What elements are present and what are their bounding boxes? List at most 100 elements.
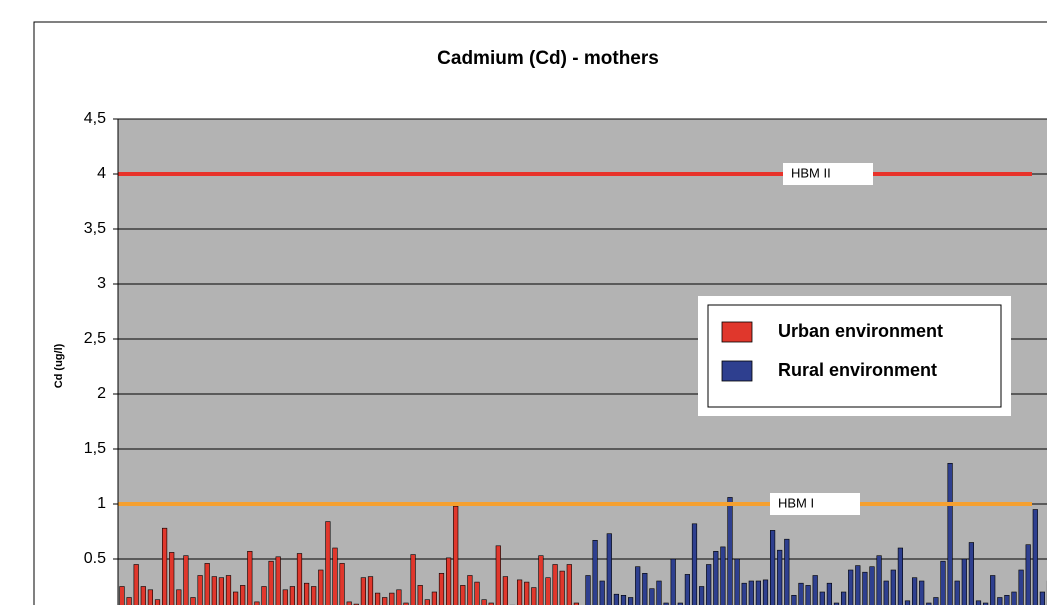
bar bbox=[438, 572, 445, 605]
bar bbox=[585, 575, 591, 605]
bar bbox=[684, 574, 690, 605]
bar bbox=[332, 547, 338, 605]
bar bbox=[613, 593, 619, 605]
bar bbox=[261, 586, 267, 605]
bar bbox=[204, 563, 210, 605]
bar bbox=[367, 576, 374, 605]
bar bbox=[982, 602, 989, 605]
bar bbox=[389, 592, 395, 605]
bar bbox=[933, 597, 939, 605]
bar bbox=[403, 602, 409, 605]
bar bbox=[374, 592, 381, 605]
bar bbox=[169, 552, 175, 605]
bar bbox=[947, 462, 953, 605]
bar bbox=[233, 591, 239, 605]
bar bbox=[720, 546, 726, 605]
bar bbox=[1039, 591, 1045, 605]
bar bbox=[325, 521, 331, 605]
bar bbox=[826, 582, 832, 605]
bar bbox=[495, 545, 501, 605]
bar bbox=[183, 555, 189, 605]
bar bbox=[954, 580, 960, 605]
bar bbox=[862, 571, 868, 605]
bar bbox=[460, 585, 466, 605]
bar bbox=[133, 564, 139, 605]
legend-swatch bbox=[721, 321, 753, 343]
bar bbox=[346, 601, 352, 605]
bar bbox=[649, 588, 655, 605]
legend-label: Urban environment bbox=[778, 321, 943, 341]
bar bbox=[1032, 509, 1038, 605]
bar bbox=[635, 566, 641, 605]
bar bbox=[890, 569, 896, 605]
bar bbox=[119, 586, 125, 605]
bar bbox=[762, 579, 769, 605]
reference-label: HBM I bbox=[778, 495, 814, 510]
bar bbox=[176, 589, 182, 605]
y-axis-label: Cd (ug/l) bbox=[53, 343, 65, 388]
bar bbox=[1011, 591, 1017, 605]
bar bbox=[620, 594, 627, 605]
bar bbox=[627, 597, 634, 605]
bar bbox=[516, 579, 523, 605]
bar bbox=[453, 505, 459, 605]
bar bbox=[268, 560, 274, 605]
bar bbox=[833, 602, 840, 605]
bar bbox=[147, 589, 154, 605]
bar bbox=[706, 564, 712, 605]
bar bbox=[869, 566, 875, 605]
bar bbox=[713, 550, 719, 605]
reference-label: HBM II bbox=[791, 165, 831, 180]
bar bbox=[798, 582, 804, 605]
bar bbox=[410, 554, 416, 605]
bar bbox=[197, 575, 203, 605]
legend-border bbox=[707, 304, 1002, 408]
bar bbox=[656, 580, 662, 605]
bar bbox=[805, 585, 811, 605]
bar bbox=[840, 591, 847, 605]
bar bbox=[911, 577, 918, 605]
bar bbox=[663, 602, 669, 605]
bar bbox=[975, 600, 982, 605]
bar bbox=[545, 577, 551, 605]
bar bbox=[592, 539, 598, 605]
bar bbox=[566, 564, 572, 605]
y-tick-label: 3,5 bbox=[84, 220, 106, 237]
bar bbox=[727, 497, 733, 605]
bar bbox=[211, 576, 217, 605]
bar bbox=[755, 580, 761, 605]
bar bbox=[524, 581, 530, 605]
bar bbox=[339, 563, 345, 605]
bar bbox=[734, 558, 740, 605]
bar bbox=[1025, 544, 1031, 605]
bar bbox=[162, 527, 168, 605]
bar bbox=[968, 542, 974, 605]
bar bbox=[126, 597, 132, 605]
bar bbox=[531, 587, 537, 605]
bar bbox=[897, 547, 903, 605]
y-tick-label: 3 bbox=[97, 275, 106, 292]
bar bbox=[819, 591, 825, 605]
reference-label-box bbox=[770, 493, 860, 515]
bar bbox=[247, 550, 253, 605]
bar bbox=[599, 580, 605, 605]
bar bbox=[311, 586, 317, 605]
bar bbox=[154, 599, 161, 605]
bar bbox=[784, 538, 790, 605]
bar bbox=[275, 556, 281, 605]
y-tick-label: 2 bbox=[97, 385, 106, 402]
bar bbox=[382, 597, 388, 605]
y-tick-label: 4,5 bbox=[84, 110, 106, 127]
bar bbox=[791, 594, 797, 605]
bar bbox=[997, 597, 1003, 605]
bar bbox=[360, 577, 367, 605]
bar bbox=[990, 575, 996, 605]
bar bbox=[961, 558, 967, 605]
bar bbox=[670, 558, 676, 605]
bar bbox=[691, 523, 698, 605]
bar bbox=[777, 549, 783, 605]
bar bbox=[282, 589, 288, 605]
bar bbox=[396, 589, 402, 605]
bar bbox=[769, 530, 776, 605]
